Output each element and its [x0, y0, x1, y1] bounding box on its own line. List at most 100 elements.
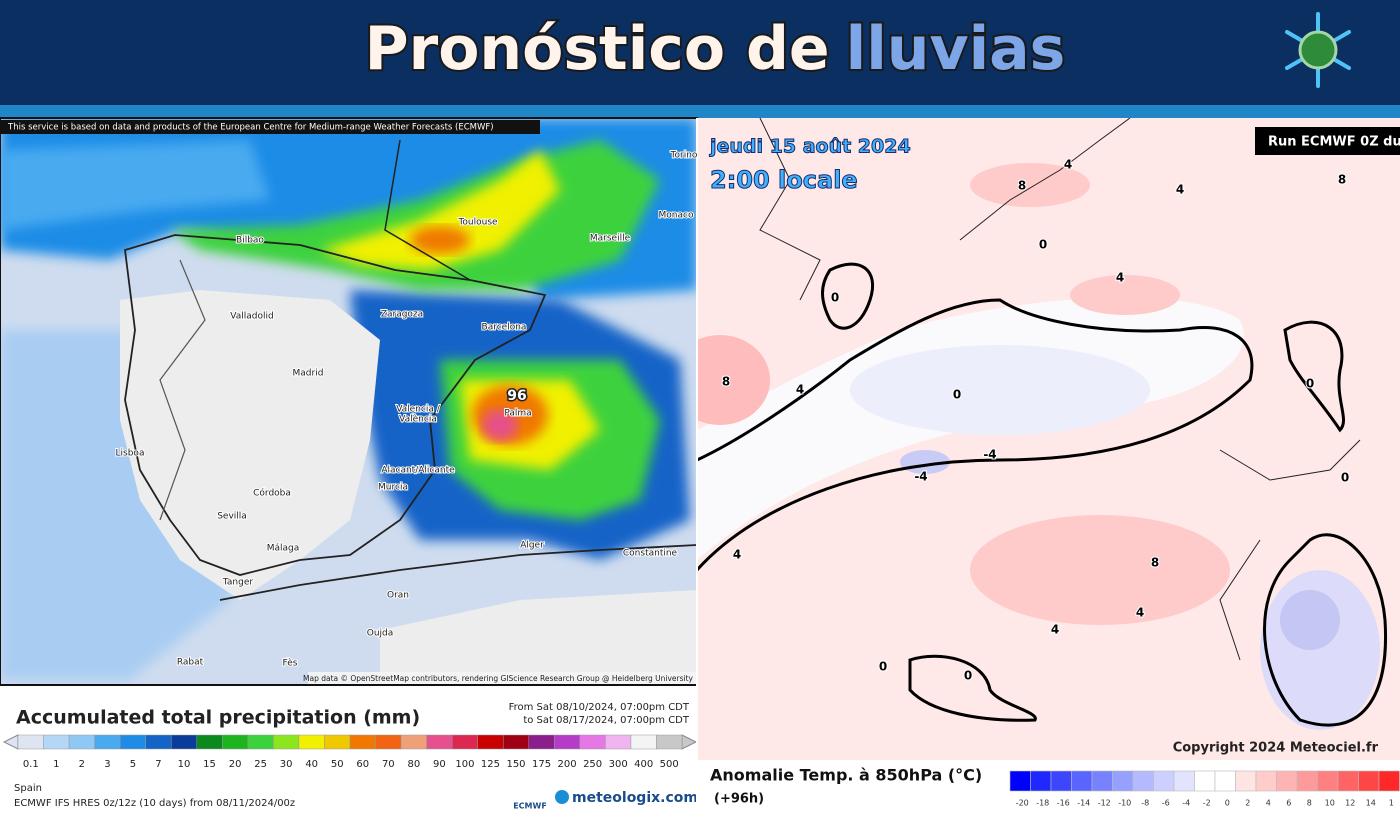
contour-label: 0: [1341, 471, 1349, 485]
contour-label: 8: [1018, 179, 1026, 193]
precip-map: [0, 118, 697, 685]
legend-level: 20: [229, 759, 242, 770]
anomaly-level: 8: [1307, 799, 1312, 808]
city-label: Rabat: [177, 658, 204, 668]
legend-swatch: [170, 734, 198, 750]
legend-level: 125: [481, 759, 500, 770]
legend-level: 7: [155, 759, 161, 770]
legend-swatch: [605, 734, 632, 750]
coastline: [219, 544, 697, 601]
zero-contour: [821, 262, 875, 330]
legend-swatch: [17, 734, 44, 750]
anomaly-level: -2: [1203, 799, 1211, 808]
legend-swatch: [375, 734, 402, 750]
city-label: Alger: [520, 541, 544, 551]
legend-swatch: [528, 734, 555, 750]
legend-level: 100: [455, 759, 474, 770]
legend-level: 60: [356, 759, 369, 770]
legend-level: 15: [203, 759, 216, 770]
legend-model: ECMWF IFS HRES 0z/12z (10 days) from 08/…: [14, 798, 295, 809]
zero-contour: [697, 298, 1254, 572]
anomaly-swatch: [1050, 770, 1072, 792]
legend-level: 50: [331, 759, 344, 770]
city-label: Valladolid: [230, 312, 273, 322]
anomaly-level: 0: [1225, 799, 1230, 808]
city-label: Marseille: [590, 234, 631, 244]
contour-label: 4: [1116, 271, 1124, 285]
legend-swatch: [554, 734, 581, 750]
anomaly-swatch: [1235, 770, 1257, 792]
contour-label: 4: [1064, 158, 1072, 172]
contour-label: 8: [722, 375, 730, 389]
rain-core: [482, 409, 518, 441]
legend-arrow: [681, 734, 698, 750]
anomaly-negative: [850, 345, 1150, 435]
anomaly-positive: [697, 335, 770, 425]
city-label: Alacant/Alicante: [381, 466, 455, 476]
city-label: Tanger: [222, 578, 253, 588]
anomaly-swatch: [1091, 770, 1113, 792]
legend-swatch: [94, 734, 121, 750]
coastline: [759, 118, 1361, 661]
contour-label: 0: [964, 669, 972, 683]
city-label: Barcelona: [482, 323, 527, 333]
legend-level: 5: [130, 759, 136, 770]
anomaly-swatch: [1030, 770, 1052, 792]
legend-swatch: [247, 734, 274, 750]
land-dry: [120, 290, 380, 600]
coastline: [124, 234, 547, 576]
anomaly-level: -20: [1016, 799, 1029, 808]
legend-level: 500: [660, 759, 679, 770]
anomaly-swatch: [1378, 770, 1400, 792]
anomaly-level: -8: [1141, 799, 1149, 808]
city-label: Monaco: [659, 211, 694, 221]
legend-level: 200: [558, 759, 577, 770]
city-label: Fès: [283, 658, 298, 669]
anomaly-swatch: [1112, 770, 1134, 792]
anomaly-level: 6: [1286, 799, 1291, 808]
city-label: Zaragoza: [381, 310, 423, 320]
logo-meteologix: meteologix.com: [572, 790, 698, 806]
anomaly-swatch: [1358, 770, 1380, 792]
contour-label: -4: [983, 448, 996, 462]
contour-label: 4: [1136, 606, 1144, 620]
contour-label: 4: [1176, 183, 1184, 197]
legend-swatch: [145, 734, 172, 750]
city-label: Sevilla: [217, 512, 247, 522]
anomaly-swatch: [1214, 770, 1236, 792]
anomaly-positive: [1070, 275, 1180, 315]
legend-swatch: [349, 734, 376, 750]
legend-swatch: [502, 734, 530, 750]
city-label: Toulouse: [457, 218, 498, 228]
rain-core: [410, 226, 470, 254]
anomaly-swatch: [1153, 770, 1175, 792]
zero-contour: [908, 654, 1037, 722]
snowflake-logo: [1285, 12, 1351, 88]
legend-level: 250: [583, 759, 602, 770]
attribution-bar: [308, 672, 697, 685]
legend-swatch: [477, 734, 504, 750]
anomaly-swatch: [1173, 770, 1195, 792]
anomaly-swatch: [1009, 770, 1031, 792]
anomaly-level: -10: [1118, 799, 1131, 808]
map-date: jeudi 15 août 2024: [709, 136, 911, 158]
header-bar: [0, 0, 1400, 105]
title-accent: lluvias: [846, 14, 1066, 84]
legend-region: Spain: [14, 783, 42, 794]
legend-swatch: [451, 734, 478, 750]
header-stripe: [0, 105, 1400, 118]
anomaly-swatch: [1337, 770, 1359, 792]
city-label: Madrid: [293, 369, 324, 379]
anomaly-positive: [970, 515, 1230, 625]
max-label: 96: [507, 388, 526, 404]
anomaly-level: 14: [1366, 799, 1376, 808]
legend-level: 175: [532, 759, 551, 770]
anomaly-swatch: [1317, 770, 1339, 792]
map-time: 2:00 locale: [710, 166, 858, 194]
anomaly-level: -6: [1162, 799, 1170, 808]
page-title: Pronóstico de lluvias: [365, 14, 1066, 84]
legend-swatch: [196, 734, 223, 750]
contour-label: 4: [733, 548, 741, 562]
legend-level: 2: [79, 759, 85, 770]
city-label: Málaga: [267, 544, 300, 554]
